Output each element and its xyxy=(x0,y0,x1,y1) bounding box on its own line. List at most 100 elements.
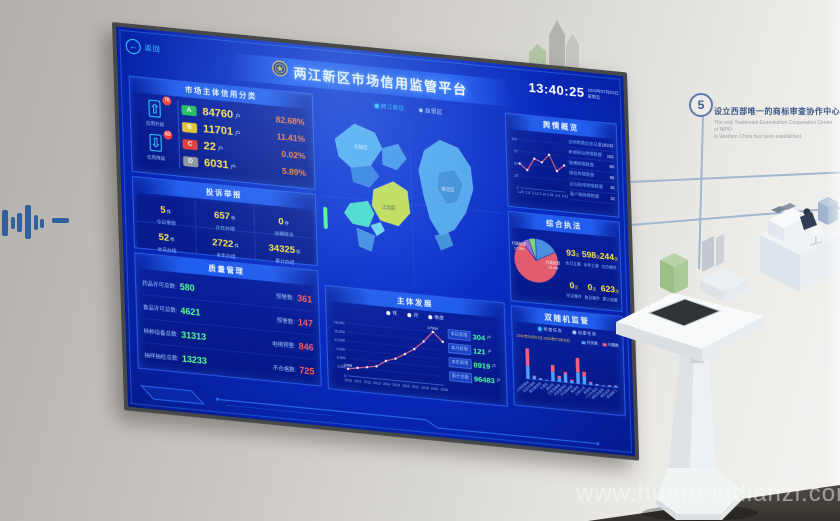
map-indicator[interactable] xyxy=(323,206,328,230)
enforcement-stat: 598次 本年立案 xyxy=(581,249,600,269)
map-label: 北碚区 xyxy=(354,143,368,151)
pie-slice-label: 行政检查 17.2% xyxy=(511,241,527,251)
stat-cell: 52件 本月办结 xyxy=(137,221,197,254)
task-type-radio[interactable]: 自查任务 xyxy=(572,329,597,337)
legend-swatch-icon xyxy=(582,340,587,344)
wall-step-number: 5 xyxy=(689,93,713,117)
svg-text:2-26: 2-26 xyxy=(547,193,554,198)
svg-text:2014: 2014 xyxy=(383,382,391,387)
legend-dot-icon xyxy=(407,312,412,317)
svg-text:2020: 2020 xyxy=(440,387,448,392)
grade-chip: B xyxy=(181,121,198,133)
svg-text:0: 0 xyxy=(344,374,346,378)
svg-text:0: 0 xyxy=(517,186,519,190)
back-label: 返回 xyxy=(144,44,161,54)
svg-text:3,000: 3,000 xyxy=(337,364,346,369)
grade-count: 22 xyxy=(203,139,217,153)
svg-text:建设局: 建设局 xyxy=(545,382,555,392)
wall-step-title: 设立西部唯一的商标审查协作中心 xyxy=(714,107,840,116)
enforcement-panel: 综合执法 行政处罚 72.4% 行政检查 17.2% xyxy=(507,210,623,313)
grade-percent: 0.02% xyxy=(281,148,306,161)
clock: 13:40:25 2020年07月03日 星期五 xyxy=(528,80,619,104)
grade-chip: C xyxy=(182,138,198,150)
downgrade-count-badge: 63 xyxy=(163,130,173,140)
grade-percent: 82.68% xyxy=(275,113,305,127)
credit-classification-panel: 市场主体信用分类 76 ⇧ 信用升级 63 ⇩ xyxy=(128,75,316,190)
legend-item[interactable]: 月 xyxy=(407,311,418,319)
credit-upgrade-tile[interactable]: 76 ⇧ 信用升级 xyxy=(145,95,172,128)
kiosk-stand[interactable] xyxy=(600,285,790,521)
svg-text:2016: 2016 xyxy=(402,384,410,389)
complaints-panel: 投诉举报 5件 今日受理 657件 正在办 xyxy=(131,175,319,267)
svg-text:教育局: 教育局 xyxy=(570,384,580,394)
circuit-decoration xyxy=(140,385,600,446)
region-tab[interactable]: 自贸区 xyxy=(418,106,443,116)
down-arrow-icon: ⇩ xyxy=(148,133,163,152)
platform-header: 两江新区市场信用监管平台 xyxy=(225,52,516,108)
svg-text:2-5: 2-5 xyxy=(526,191,531,195)
enforcement-stat: 0次 复议案件 xyxy=(584,281,600,301)
development-stat: 本年新增 8919 户 xyxy=(448,356,504,372)
building-silhouette xyxy=(549,20,565,70)
development-stat: 本日新增 304 户 xyxy=(447,328,503,344)
legend-item[interactable]: 季度 xyxy=(428,313,444,322)
grade-chip: D xyxy=(182,155,199,167)
wall-timeline-dash xyxy=(52,218,69,223)
sentiment-panel: 舆情概览 0 25 50 75 100 1-29 2-5 2-12 2-19 2-26 3-4 3-1… xyxy=(504,112,620,218)
svg-text:18,000: 18,000 xyxy=(334,320,345,325)
stat-cell: 2722件 本年办结 xyxy=(196,227,256,260)
radio-dot-icon xyxy=(418,108,423,113)
svg-text:15,000: 15,000 xyxy=(334,329,345,334)
svg-text:50: 50 xyxy=(514,161,518,165)
svg-text:2013: 2013 xyxy=(373,381,381,386)
back-arrow-icon: ← xyxy=(125,38,141,55)
divider xyxy=(177,100,181,169)
svg-text:100: 100 xyxy=(511,137,517,142)
radio-dot-icon xyxy=(572,330,576,335)
development-stat: 累计总数 96483 户 xyxy=(448,371,505,386)
inspection-bar-chart: 市场监管局生态环境局城市管理局交通局建设局卫生健康委应急管理局文化旅游委教育局公… xyxy=(516,348,619,400)
back-button[interactable]: ← 返回 xyxy=(125,38,161,56)
grade-percent: 5.89% xyxy=(281,165,307,178)
enforcement-stat: 244次 在办案件 xyxy=(599,250,618,271)
random-inspection-panel: 双随机监管 检查任务 自查任务 xyxy=(510,305,626,417)
svg-text:2-12: 2-12 xyxy=(532,191,539,196)
svg-text:2018: 2018 xyxy=(421,385,429,390)
wall-step-subtitle: The only Trademark Examination Cooperati… xyxy=(714,120,833,140)
radio-dot-icon xyxy=(538,327,542,331)
building-silhouette xyxy=(566,34,579,70)
svg-text:6,000: 6,000 xyxy=(337,356,346,361)
dashboard: ← 返回 两江新区市场信用监管平台 13:40:25 2020年07月03日 xyxy=(116,26,636,457)
wall-corner-highlight xyxy=(826,0,840,521)
svg-text:9,000: 9,000 xyxy=(336,347,345,352)
legend-item[interactable]: 年 xyxy=(386,309,398,317)
legend-item[interactable]: 任务数 xyxy=(582,340,598,347)
svg-text:交通局: 交通局 xyxy=(538,381,548,391)
credit-downgrade-tile[interactable]: 63 ⇩ 信用降级 xyxy=(147,130,173,162)
svg-text:1-29: 1-29 xyxy=(517,190,524,195)
svg-text:公安分局: 公安分局 xyxy=(574,385,587,397)
svg-text:12,000: 12,000 xyxy=(334,338,345,343)
clock-date: 2020年07月03日 星期五 xyxy=(587,87,619,100)
task-type-radio[interactable]: 检查任务 xyxy=(538,326,562,334)
svg-text:2019: 2019 xyxy=(431,386,439,391)
legend-dot-icon xyxy=(428,314,433,319)
svg-text:其他部门: 其他部门 xyxy=(605,388,618,400)
pie-slice-label: 行政处罚 72.4% xyxy=(545,260,561,271)
stat-cell: 34325件 累计办结 xyxy=(255,233,315,266)
watermark: www.huarongdianzi.com xyxy=(576,480,840,507)
svg-text:2017: 2017 xyxy=(412,385,420,390)
svg-text:17934: 17934 xyxy=(427,326,438,331)
upgrade-count-badge: 76 xyxy=(162,95,172,106)
clock-time: 13:40:25 xyxy=(528,79,585,101)
wall-waveform-decoration xyxy=(0,198,100,246)
district-map[interactable]: 北碚区 渝北区 江北区 xyxy=(319,110,504,298)
svg-text:2012: 2012 xyxy=(364,380,372,385)
quality-panel: 质量管理 药品许可总数: 580 预警数: 361 xyxy=(134,252,322,387)
enforcement-pie-chart xyxy=(513,238,559,284)
region-tab[interactable]: 两江新区 xyxy=(374,102,405,113)
display-screen: ← 返回 两江新区市场信用监管平台 13:40:25 2020年07月03日 xyxy=(112,22,640,461)
national-emblem-icon xyxy=(272,60,289,83)
svg-text:2-19: 2-19 xyxy=(540,192,547,197)
